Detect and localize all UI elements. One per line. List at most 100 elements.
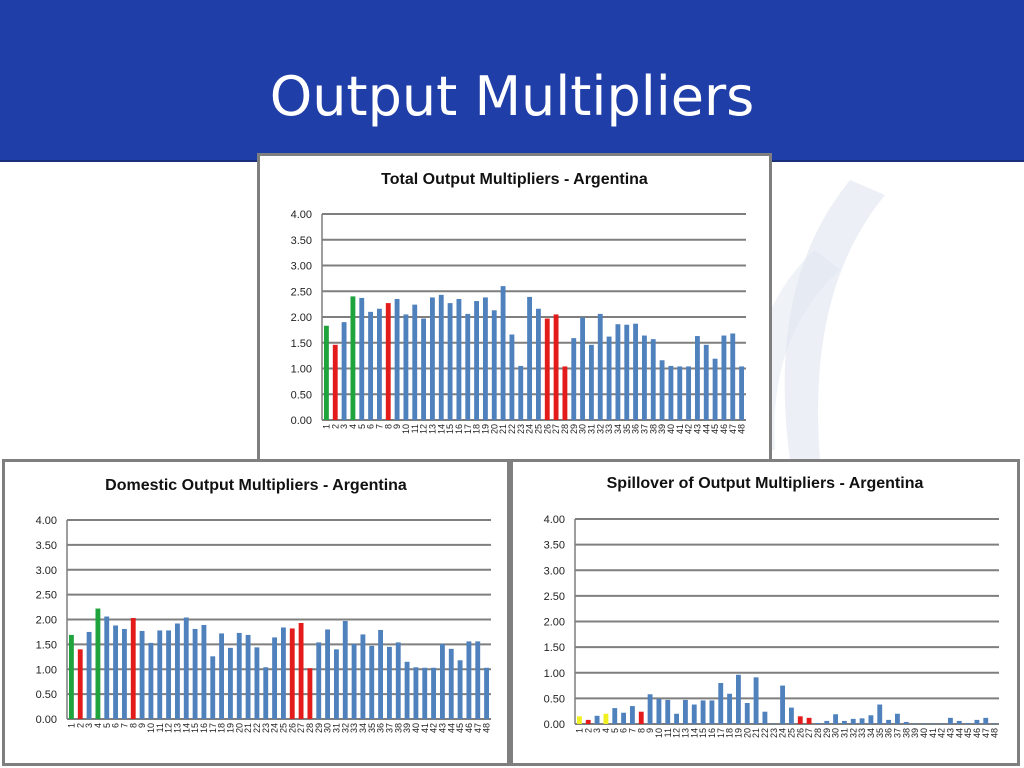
- x-tick-label: 32: [595, 424, 605, 434]
- x-tick-label: 16: [454, 424, 464, 434]
- bar: [615, 324, 621, 420]
- bar: [629, 706, 635, 724]
- bar: [484, 667, 490, 719]
- x-tick-label: 2: [75, 723, 85, 728]
- x-tick-label: 18: [217, 723, 227, 733]
- x-tick-label: 5: [357, 424, 367, 429]
- bar: [992, 723, 998, 724]
- x-tick-label: 45: [455, 723, 465, 733]
- bar: [457, 660, 463, 719]
- x-tick-label: 5: [102, 723, 112, 728]
- bar: [413, 667, 419, 719]
- bar: [139, 630, 145, 719]
- bar: [394, 298, 400, 420]
- bar: [638, 711, 644, 724]
- y-tick-label: 4.00: [36, 515, 57, 527]
- bar: [509, 334, 515, 420]
- bar: [527, 296, 533, 420]
- bar: [254, 647, 260, 719]
- bar: [412, 304, 418, 420]
- x-tick-label: 29: [822, 728, 832, 738]
- x-tick-label: 19: [733, 728, 743, 738]
- bar: [700, 700, 706, 724]
- bar: [677, 366, 683, 420]
- bar: [841, 720, 847, 724]
- chart-title-total: Total Output Multipliers - Argentina: [381, 171, 648, 188]
- bar: [562, 366, 568, 420]
- bar: [272, 637, 278, 719]
- x-tick-label: 12: [164, 723, 174, 733]
- x-tick-label: 39: [910, 728, 920, 738]
- bar: [431, 667, 437, 719]
- y-tick-label: 0.50: [544, 693, 565, 705]
- bar: [612, 708, 618, 724]
- bar: [709, 700, 715, 724]
- x-tick-label: 6: [619, 728, 629, 733]
- bar: [594, 715, 600, 724]
- bar: [588, 344, 594, 420]
- x-tick-label: 43: [945, 728, 955, 738]
- y-tick-label: 2.00: [291, 312, 312, 324]
- bar: [694, 336, 700, 420]
- x-tick-label: 14: [689, 728, 699, 738]
- bar: [289, 628, 295, 719]
- x-tick-label: 41: [420, 723, 430, 733]
- x-tick-label: 41: [675, 424, 685, 434]
- x-tick-label: 1: [574, 728, 584, 733]
- bar: [824, 720, 830, 724]
- bar: [368, 311, 374, 420]
- bar: [703, 344, 709, 420]
- x-tick-label: 47: [981, 728, 991, 738]
- bar: [210, 656, 216, 719]
- x-tick-label: 27: [296, 723, 306, 733]
- bar: [788, 707, 794, 724]
- bar: [903, 721, 909, 724]
- x-tick-label: 8: [128, 723, 138, 728]
- x-tick-label: 30: [578, 424, 588, 434]
- x-tick-label: 8: [636, 728, 646, 733]
- x-tick-label: 47: [728, 424, 738, 434]
- bar: [912, 723, 918, 724]
- x-tick-label: 33: [857, 728, 867, 738]
- bar: [404, 661, 410, 719]
- bar: [351, 643, 357, 719]
- x-tick-label: 29: [569, 424, 579, 434]
- x-tick-label: 42: [429, 723, 439, 733]
- watermark-swoosh-graphic: [751, 180, 885, 460]
- bar: [307, 668, 313, 719]
- bar: [86, 631, 92, 719]
- bar: [219, 633, 225, 719]
- bar: [376, 308, 382, 420]
- bar: [656, 698, 662, 724]
- x-tick-label: 39: [657, 424, 667, 434]
- bar: [721, 335, 727, 420]
- x-tick-label: 4: [601, 728, 611, 733]
- bar: [201, 624, 207, 719]
- y-tick-label: 2.50: [544, 591, 565, 603]
- x-tick-label: 22: [760, 728, 770, 738]
- bar: [183, 617, 189, 719]
- x-tick-label: 28: [813, 728, 823, 738]
- y-tick-label: 4.00: [544, 514, 565, 526]
- x-tick-label: 25: [533, 424, 543, 434]
- x-tick-label: 44: [954, 728, 964, 738]
- bar: [95, 608, 101, 719]
- x-tick-label: 6: [111, 723, 121, 728]
- y-tick-label: 0.50: [36, 689, 57, 701]
- bar: [665, 699, 671, 724]
- x-tick-label: 2: [583, 728, 593, 733]
- chart-title-domestic: Domestic Output Multipliers - Argentina: [105, 477, 407, 494]
- x-tick-label: 40: [411, 723, 421, 733]
- bar: [956, 720, 962, 724]
- bar: [585, 719, 591, 724]
- bar: [580, 317, 586, 420]
- domestic-chart-plot: 0.000.501.001.502.002.503.003.504.001234…: [36, 515, 492, 733]
- x-tick-label: 48: [737, 424, 747, 434]
- y-tick-label: 2.00: [36, 615, 57, 627]
- bar: [571, 338, 577, 420]
- bar: [316, 642, 322, 719]
- x-tick-label: 8: [383, 424, 393, 429]
- x-tick-label: 30: [831, 728, 841, 738]
- x-tick-label: 34: [358, 723, 368, 733]
- x-tick-label: 5: [610, 728, 620, 733]
